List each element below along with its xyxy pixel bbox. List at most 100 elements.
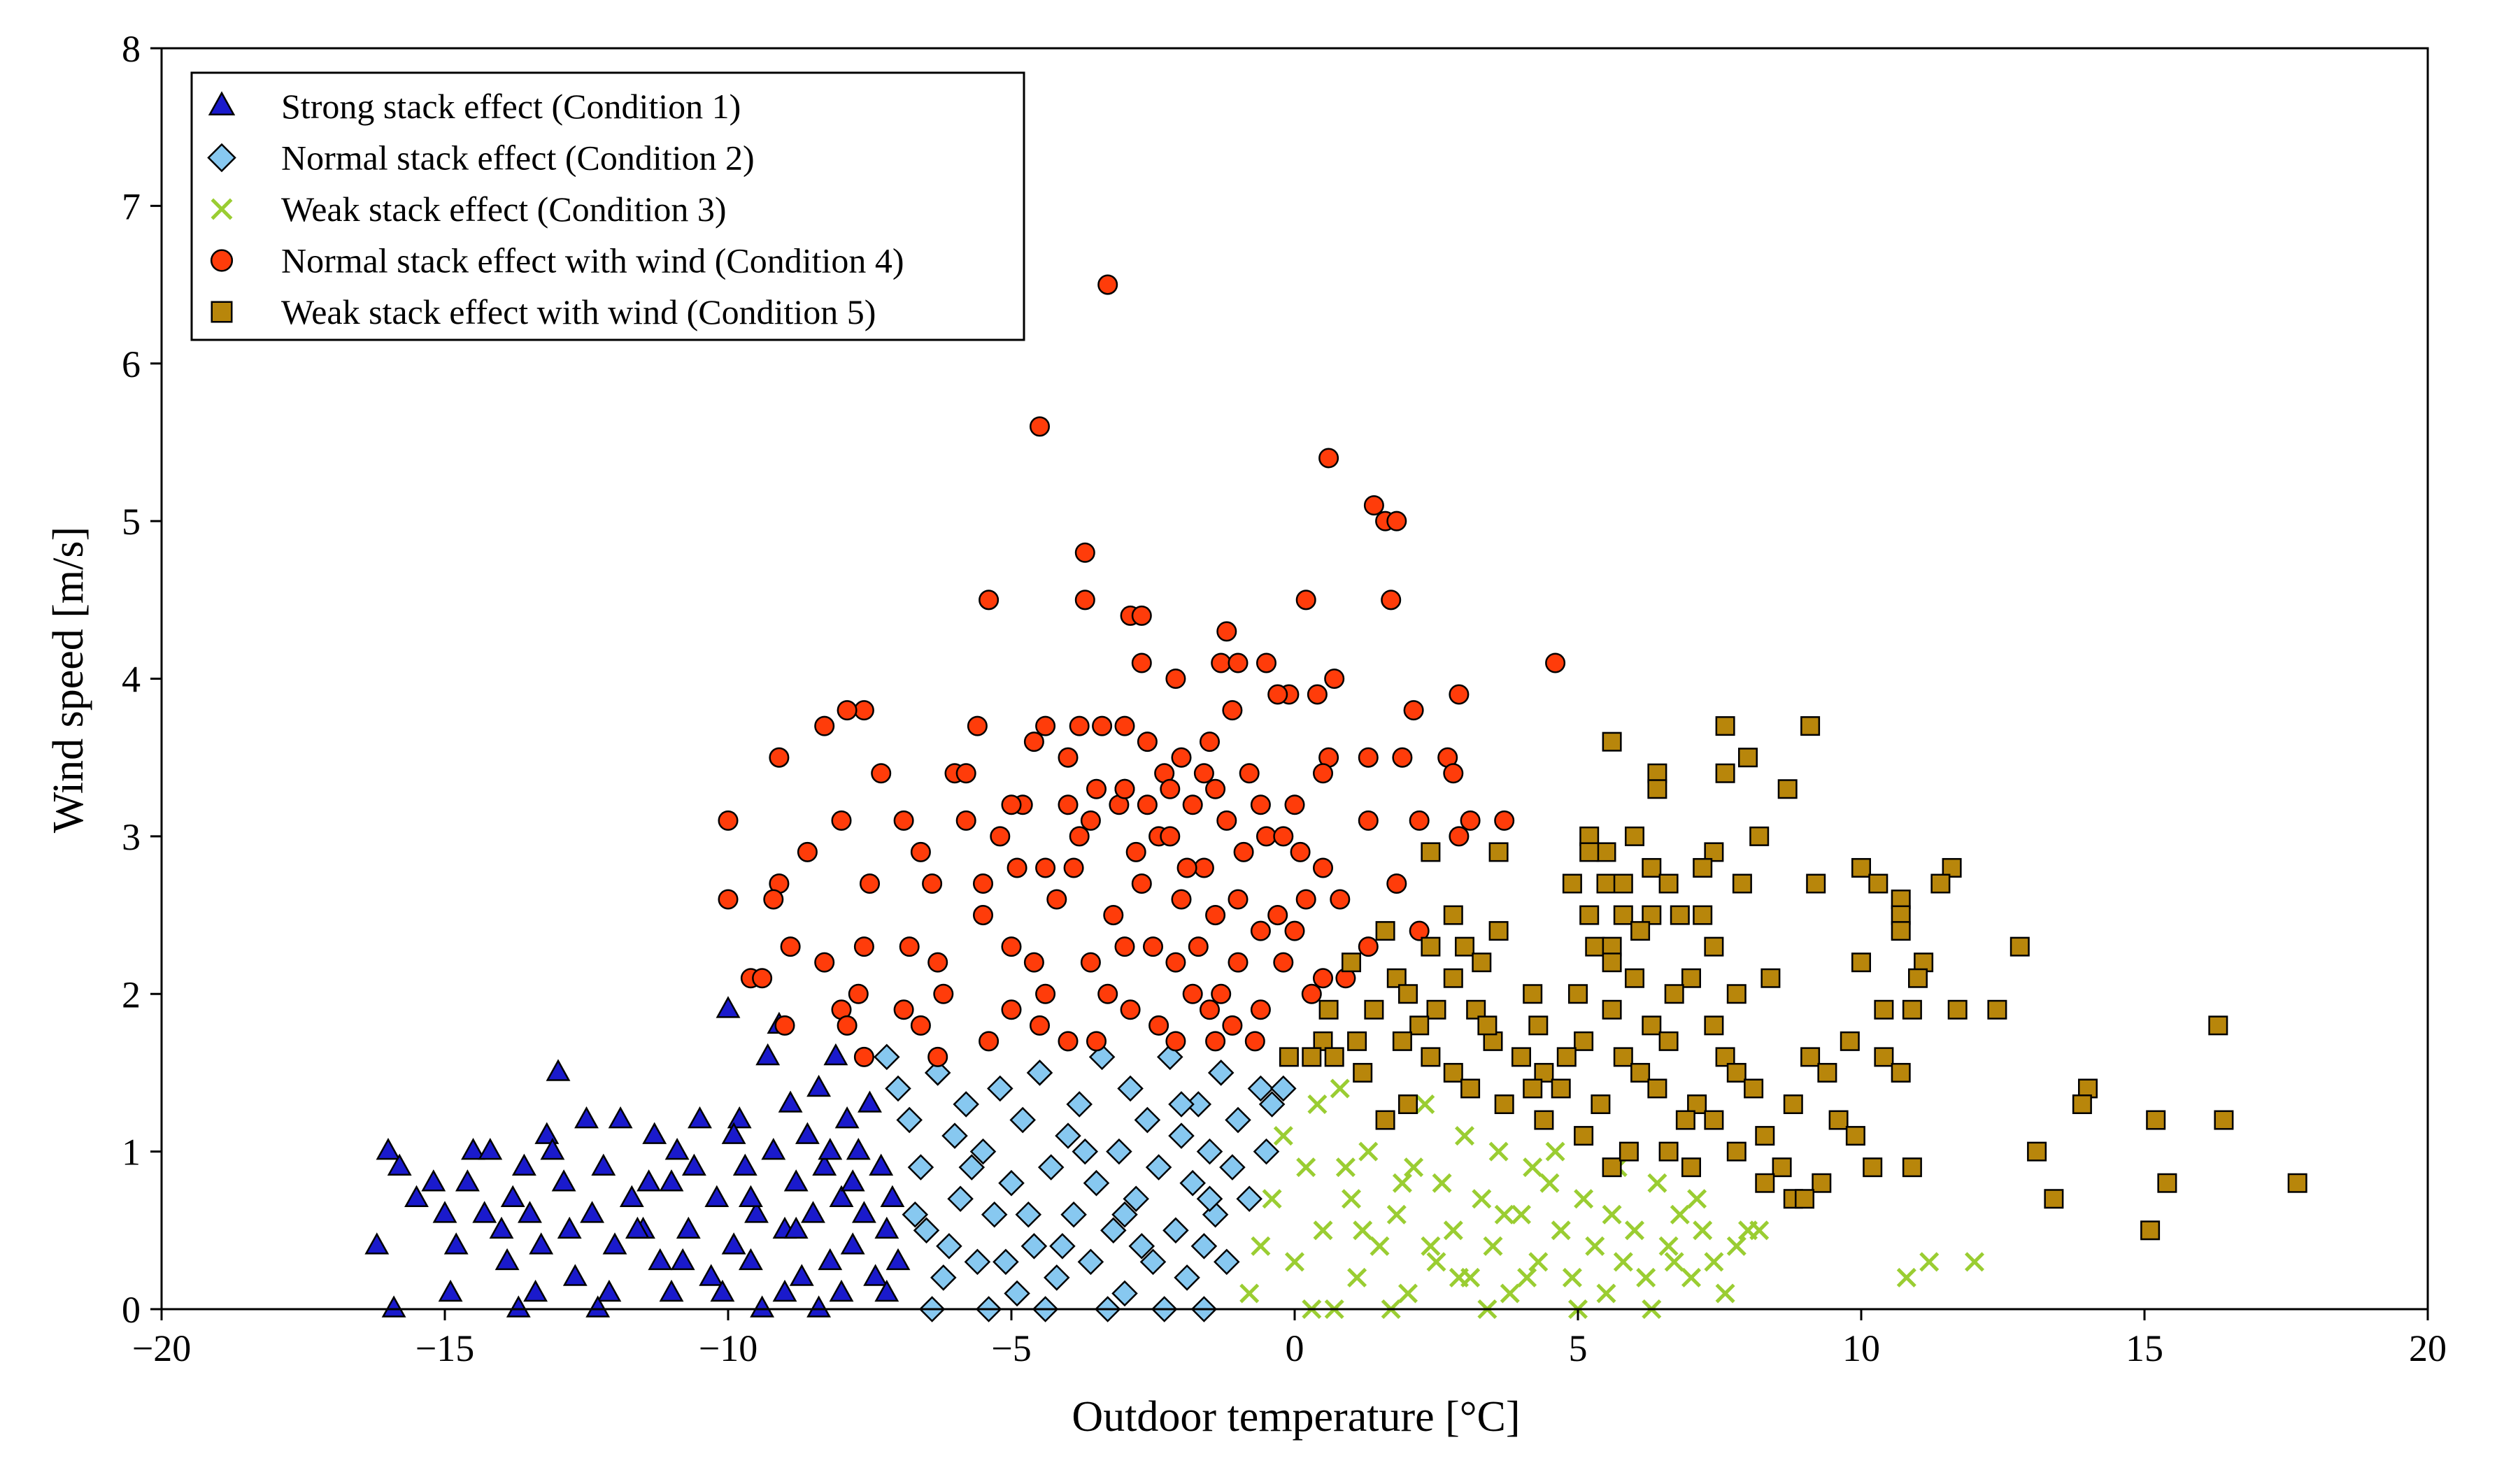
scatter-point-condition-5 bbox=[1386, 968, 1407, 988]
scatter-point-condition-5 bbox=[1488, 921, 1509, 941]
y-tick-label: 6 bbox=[122, 343, 141, 385]
scatter-point-condition-2 bbox=[1253, 1138, 1280, 1165]
scatter-point-condition-4 bbox=[853, 700, 874, 721]
scatter-point-condition-5 bbox=[1760, 968, 1781, 988]
scatter-point-condition-3 bbox=[1307, 1094, 1328, 1115]
scatter-point-condition-5 bbox=[1534, 1110, 1554, 1130]
legend-marker-condition-1 bbox=[208, 91, 236, 116]
scatter-point-condition-5 bbox=[1947, 999, 1968, 1020]
scatter-point-condition-1 bbox=[648, 1248, 673, 1271]
scatter-point-condition-4 bbox=[910, 841, 931, 862]
scatter-point-condition-1 bbox=[721, 1232, 746, 1255]
scatter-point-condition-3 bbox=[1421, 1236, 1441, 1256]
scatter-point-condition-4 bbox=[1443, 763, 1464, 784]
scatter-point-condition-3 bbox=[1454, 1126, 1475, 1146]
scatter-point-condition-1 bbox=[829, 1279, 854, 1302]
scatter-point-condition-5 bbox=[2044, 1189, 2064, 1209]
scatter-point-condition-4 bbox=[1165, 1031, 1186, 1052]
scatter-point-condition-5 bbox=[1777, 779, 1798, 799]
scatter-point-condition-4 bbox=[1273, 826, 1294, 847]
scatter-point-condition-5 bbox=[2146, 1110, 2166, 1130]
scatter-point-condition-3 bbox=[1964, 1252, 1985, 1272]
scatter-point-condition-4 bbox=[859, 873, 881, 894]
scatter-point-condition-5 bbox=[1914, 953, 1934, 973]
scatter-point-condition-4 bbox=[1001, 999, 1022, 1020]
scatter-point-condition-2 bbox=[1066, 1091, 1093, 1118]
scatter-point-condition-2 bbox=[1049, 1233, 1076, 1260]
scatter-point-condition-1 bbox=[704, 1185, 730, 1208]
scatter-point-condition-4 bbox=[1193, 763, 1214, 784]
scatter-point-condition-3 bbox=[1353, 1220, 1373, 1241]
scatter-point-condition-3 bbox=[1562, 1267, 1582, 1287]
scatter-point-condition-3 bbox=[1426, 1252, 1446, 1272]
scatter-point-condition-4 bbox=[1255, 652, 1277, 673]
scatter-point-condition-2 bbox=[874, 1043, 900, 1071]
scatter-point-condition-4 bbox=[1080, 952, 1101, 973]
scatter-point-condition-3 bbox=[1545, 1141, 1565, 1162]
scatter-point-condition-5 bbox=[1800, 716, 1821, 736]
scatter-point-condition-4 bbox=[955, 810, 976, 831]
scatter-point-condition-5 bbox=[1342, 953, 1361, 973]
scatter-point-condition-2 bbox=[1055, 1122, 1081, 1149]
scatter-point-condition-4 bbox=[853, 936, 874, 957]
series-condition-1 bbox=[364, 996, 911, 1318]
scatter-point-condition-2 bbox=[941, 1122, 968, 1149]
scatter-point-condition-4 bbox=[1318, 448, 1339, 469]
scatter-point-condition-4 bbox=[1205, 778, 1226, 799]
scatter-point-condition-5 bbox=[1511, 1047, 1531, 1067]
scatter-point-condition-5 bbox=[1755, 1126, 1775, 1146]
scatter-point-condition-2 bbox=[981, 1201, 1008, 1228]
scatter-point-condition-1 bbox=[727, 1106, 752, 1129]
series-condition-2 bbox=[874, 1043, 1297, 1322]
scatter-point-condition-3 bbox=[1585, 1236, 1605, 1256]
scatter-point-condition-5 bbox=[1891, 921, 1911, 941]
scatter-point-condition-3 bbox=[1574, 1189, 1594, 1209]
scatter-point-condition-5 bbox=[1613, 1047, 1633, 1067]
scatter-point-condition-5 bbox=[1817, 1062, 1837, 1083]
scatter-point-condition-4 bbox=[1460, 810, 1481, 831]
scatter-point-condition-4 bbox=[1131, 873, 1152, 894]
scatter-point-condition-1 bbox=[732, 1153, 757, 1176]
scatter-point-condition-5 bbox=[1868, 873, 1888, 894]
scatter-point-condition-4 bbox=[1125, 841, 1146, 862]
scatter-point-condition-2 bbox=[1145, 1154, 1172, 1180]
scatter-point-condition-4 bbox=[780, 936, 801, 957]
scatter-point-condition-2 bbox=[1026, 1060, 1053, 1086]
scatter-point-condition-2 bbox=[913, 1217, 940, 1244]
scatter-point-condition-2 bbox=[993, 1248, 1019, 1276]
scatter-point-condition-4 bbox=[1165, 668, 1186, 690]
scatter-point-condition-4 bbox=[1228, 652, 1249, 673]
scatter-point-condition-1 bbox=[404, 1185, 429, 1208]
scatter-point-condition-4 bbox=[763, 889, 784, 910]
scatter-point-condition-3 bbox=[1528, 1252, 1549, 1272]
scatter-point-condition-4 bbox=[1114, 778, 1135, 799]
scatter-point-condition-3 bbox=[1539, 1173, 1560, 1193]
scatter-point-condition-2 bbox=[998, 1169, 1025, 1197]
scatter-point-condition-2 bbox=[1207, 1060, 1235, 1086]
scatter-point-condition-5 bbox=[1392, 1031, 1412, 1051]
scatter-point-condition-2 bbox=[930, 1264, 957, 1291]
x-tick-label: −20 bbox=[132, 1327, 191, 1369]
y-tick-label: 0 bbox=[122, 1289, 141, 1331]
scatter-point-condition-2 bbox=[1083, 1169, 1110, 1197]
legend-label-condition-1: Strong stack effect (Condition 1) bbox=[281, 87, 741, 126]
scatter-point-condition-2 bbox=[1111, 1280, 1138, 1307]
scatter-point-condition-5 bbox=[1398, 1094, 1418, 1115]
scatter-point-condition-5 bbox=[1704, 936, 1724, 957]
scatter-point-condition-1 bbox=[551, 1169, 576, 1192]
series-condition-3 bbox=[1239, 1078, 1985, 1320]
scatter-point-condition-1 bbox=[585, 1295, 611, 1318]
scatter-point-condition-5 bbox=[1664, 984, 1684, 1004]
scatter-point-condition-5 bbox=[1318, 999, 1339, 1020]
points-layer bbox=[364, 274, 2307, 1322]
scatter-point-condition-2 bbox=[1111, 1201, 1138, 1228]
scatter-point-condition-1 bbox=[858, 1090, 882, 1113]
scatter-point-condition-5 bbox=[1347, 1031, 1367, 1051]
scatter-point-condition-2 bbox=[1196, 1185, 1223, 1213]
scatter-point-condition-5 bbox=[1642, 1015, 1662, 1036]
scatter-point-condition-3 bbox=[1386, 1204, 1407, 1225]
scatter-point-condition-2 bbox=[953, 1091, 979, 1118]
scatter-point-condition-1 bbox=[818, 1248, 843, 1271]
scatter-point-condition-4 bbox=[893, 810, 914, 831]
